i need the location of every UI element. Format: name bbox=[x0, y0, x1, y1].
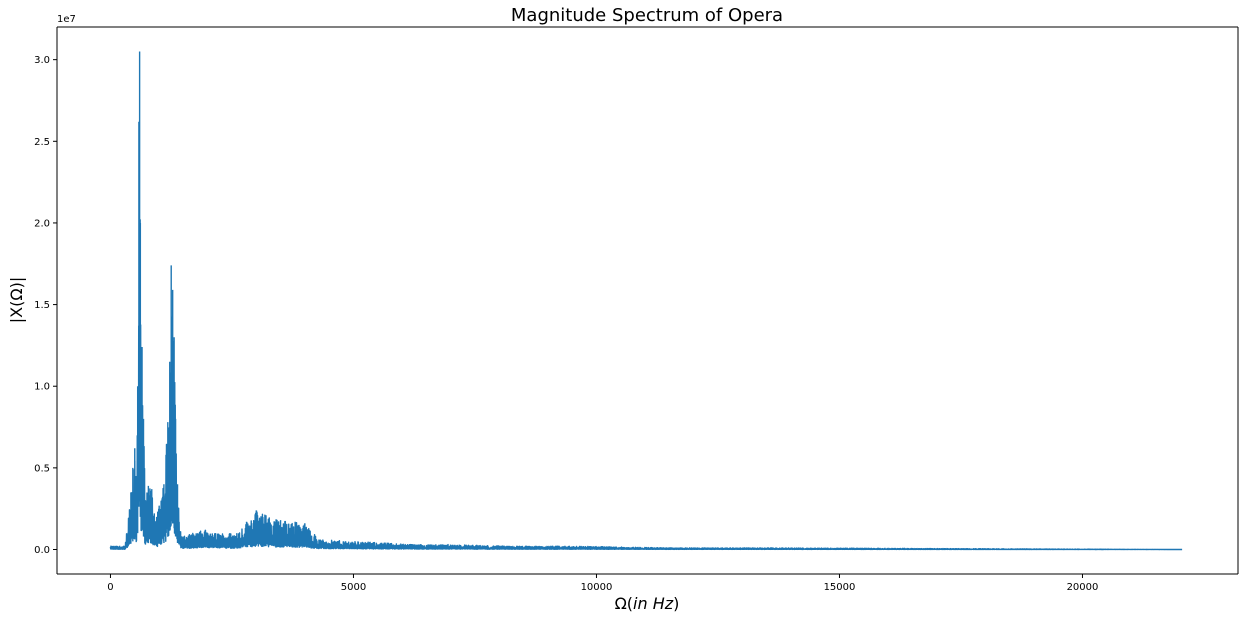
x-axis-label-prefix: Ω( bbox=[615, 594, 633, 613]
y-tick-label: 2.5 bbox=[34, 137, 50, 148]
y-tick-label: 3.0 bbox=[34, 55, 50, 66]
spectrum-series-line bbox=[109, 51, 1183, 551]
y-tick-label: 1.0 bbox=[34, 382, 50, 393]
x-tick-label: 10000 bbox=[581, 582, 613, 593]
x-axis-label-italic: in Hz bbox=[633, 594, 674, 613]
chart-title: Magnitude Spectrum of Opera bbox=[511, 5, 783, 26]
x-axis-label: Ω(in Hz) bbox=[615, 594, 680, 613]
y-tick-label: 2.0 bbox=[34, 218, 50, 229]
y-offset-text: 1e7 bbox=[57, 14, 76, 25]
x-axis-label-suffix: ) bbox=[673, 594, 679, 613]
axes-spines bbox=[56, 26, 1239, 575]
x-tick-label: 15000 bbox=[824, 582, 856, 593]
x-tick-label: 5000 bbox=[341, 582, 366, 593]
y-axis-label: |X(Ω)| bbox=[7, 277, 26, 323]
y-tick-label: 1.5 bbox=[34, 300, 50, 311]
y-tick-label: 0.5 bbox=[34, 463, 50, 474]
y-axis-ticks: 0.0 0.5 1.0 1.5 2.0 2.5 3.0 bbox=[34, 55, 57, 556]
plot-area bbox=[57, 27, 1238, 574]
x-axis-ticks: 0 5000 10000 15000 20000 bbox=[107, 574, 1098, 593]
y-tick-label: 0.0 bbox=[34, 545, 50, 556]
x-tick-label: 20000 bbox=[1067, 582, 1099, 593]
x-tick-label: 0 bbox=[107, 582, 113, 593]
series-layer bbox=[109, 51, 1183, 551]
